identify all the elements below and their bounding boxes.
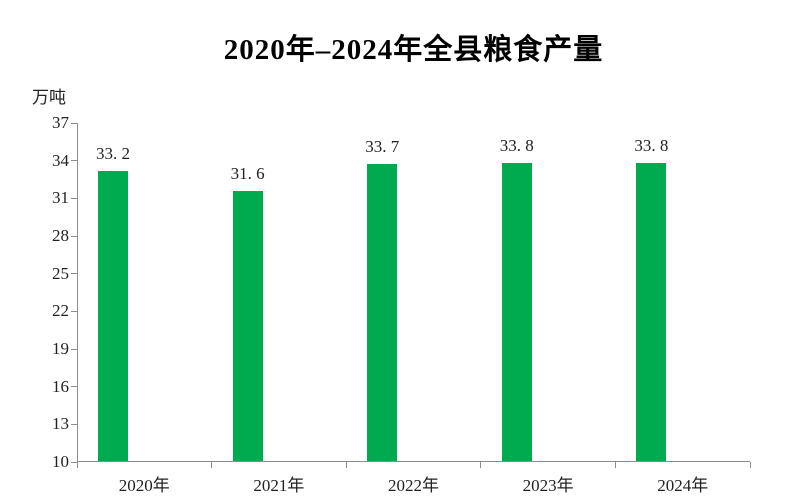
bar-value-label: 33. 2 xyxy=(96,143,130,163)
y-tick-mark xyxy=(71,423,77,425)
y-tick-mark xyxy=(71,348,77,350)
y-tick-label: 28 xyxy=(52,226,69,245)
x-axis-category-label: 2022年 xyxy=(388,476,439,495)
x-tick-mark xyxy=(749,462,751,468)
y-tick-label: 13 xyxy=(52,414,69,434)
bar-2020年 xyxy=(98,170,128,462)
bar-value-label: 31. 6 xyxy=(230,163,265,183)
y-tick-label: 25 xyxy=(52,263,69,283)
bar-2021年 xyxy=(232,190,263,462)
x-tick-mark xyxy=(76,462,78,468)
y-tick-mark xyxy=(71,160,77,162)
chart-title: 2020年–2024年全县粮食产量 xyxy=(223,34,604,66)
y-tick-label: 34 xyxy=(52,150,69,170)
plot-area: 10 13 16 19 22 25 28 31 34 37 2020年 33. 2 2021年 31. 6… xyxy=(52,113,751,495)
x-tick-mark xyxy=(614,462,616,468)
bar-value-label: 33. 7 xyxy=(365,137,400,157)
x-tick-mark xyxy=(345,462,347,468)
bar-value-label: 33. 8 xyxy=(499,136,534,156)
y-tick-label: 10 xyxy=(52,452,69,471)
y-tick-mark xyxy=(71,386,77,388)
y-tick-mark xyxy=(71,122,77,124)
y-tick-label: 16 xyxy=(52,376,69,396)
y-tick-mark xyxy=(71,273,77,275)
x-axis-category-label: 2020年 xyxy=(118,476,170,495)
y-tick-mark xyxy=(71,235,77,237)
x-axis-category-label: 2023年 xyxy=(522,476,574,495)
x-tick-mark xyxy=(480,462,482,468)
bar-2024年 xyxy=(636,163,667,462)
y-tick-mark xyxy=(71,197,77,199)
x-axis-category-label: 2024年 xyxy=(657,476,709,495)
y-tick-mark xyxy=(71,461,77,463)
x-axis-line xyxy=(77,461,750,462)
x-tick-mark xyxy=(211,462,213,468)
y-tick-label: 22 xyxy=(52,301,69,321)
x-axis-category-label: 2021年 xyxy=(253,476,305,495)
y-tick-label: 31 xyxy=(52,188,69,208)
y-axis-unit-label: 万吨 xyxy=(32,88,66,107)
y-tick-label: 37 xyxy=(52,113,69,132)
bar-2022年 xyxy=(367,164,398,462)
bar-value-label: 33. 8 xyxy=(634,136,669,156)
bar-2023年 xyxy=(501,163,532,462)
y-axis-line xyxy=(77,123,78,462)
y-tick-mark xyxy=(71,310,77,312)
y-tick-label: 19 xyxy=(52,339,69,358)
